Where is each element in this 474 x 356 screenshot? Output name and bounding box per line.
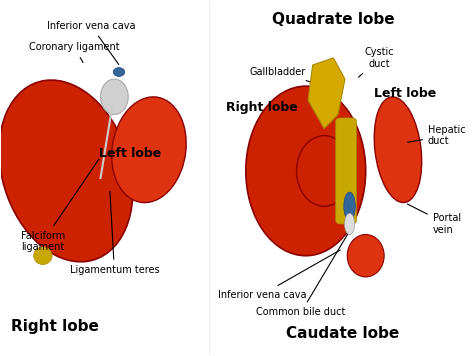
Text: Gallbladder: Gallbladder bbox=[250, 67, 321, 85]
Polygon shape bbox=[308, 58, 345, 129]
Text: Caudate lobe: Caudate lobe bbox=[286, 326, 399, 341]
Ellipse shape bbox=[246, 86, 366, 256]
Ellipse shape bbox=[347, 235, 384, 277]
Text: Inferior vena cava: Inferior vena cava bbox=[218, 250, 340, 299]
Ellipse shape bbox=[297, 136, 352, 206]
Ellipse shape bbox=[34, 247, 52, 265]
Text: Coronary ligament: Coronary ligament bbox=[29, 42, 119, 63]
Ellipse shape bbox=[112, 97, 186, 203]
FancyBboxPatch shape bbox=[336, 118, 356, 224]
Text: Quadrate lobe: Quadrate lobe bbox=[272, 12, 395, 27]
Text: Ligamentum teres: Ligamentum teres bbox=[70, 192, 159, 275]
Ellipse shape bbox=[374, 97, 422, 203]
Ellipse shape bbox=[0, 80, 133, 262]
Text: Right lobe: Right lobe bbox=[226, 101, 298, 114]
Ellipse shape bbox=[113, 68, 125, 77]
Ellipse shape bbox=[344, 192, 356, 220]
Ellipse shape bbox=[100, 79, 128, 114]
Text: Falciform
ligament: Falciform ligament bbox=[21, 159, 99, 252]
Text: Cystic
duct: Cystic duct bbox=[358, 47, 394, 77]
Text: Portal
vein: Portal vein bbox=[407, 204, 461, 235]
Text: Common bile duct: Common bile duct bbox=[256, 234, 348, 317]
Text: Inferior vena cava: Inferior vena cava bbox=[47, 21, 136, 64]
Ellipse shape bbox=[345, 213, 355, 235]
Text: Left lobe: Left lobe bbox=[374, 87, 436, 100]
Text: Right lobe: Right lobe bbox=[10, 319, 99, 334]
Text: Hepatic
duct: Hepatic duct bbox=[408, 125, 465, 146]
Text: Left lobe: Left lobe bbox=[100, 147, 162, 160]
